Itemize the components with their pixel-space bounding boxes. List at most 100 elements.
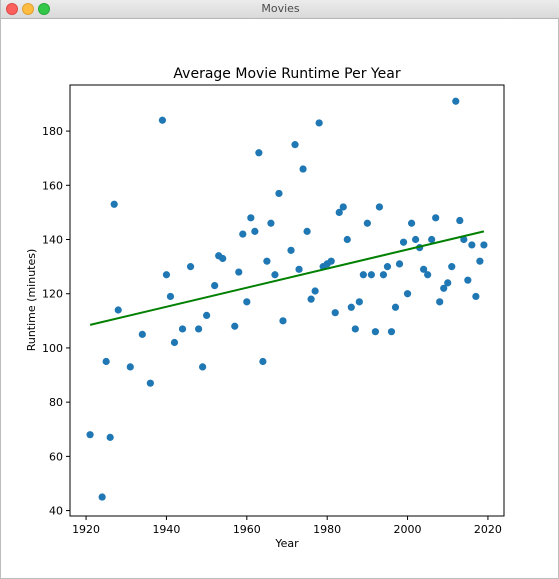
data-point: [126, 363, 134, 371]
data-point: [448, 263, 456, 271]
data-point: [186, 263, 195, 271]
data-point: [138, 330, 146, 338]
data-point: [367, 271, 375, 279]
data-point: [203, 311, 211, 320]
y-tick-label: 100: [42, 342, 63, 355]
y-tick-label: 120: [42, 288, 63, 301]
data-point: [106, 433, 114, 441]
window-title: Movies: [261, 2, 300, 15]
data-point: [211, 281, 219, 290]
maximize-window-button[interactable]: [38, 3, 50, 15]
data-point: [98, 493, 106, 501]
data-point: [287, 246, 295, 254]
data-point: [255, 149, 263, 157]
data-point: [476, 257, 484, 265]
data-point: [371, 328, 380, 336]
y-tick-label: 40: [49, 505, 63, 518]
x-tick-label: 1980: [313, 523, 341, 536]
data-point: [460, 235, 468, 244]
data-point: [271, 271, 279, 279]
data-point: [347, 303, 355, 311]
x-tick-label: 1920: [72, 523, 100, 536]
data-point: [327, 257, 335, 265]
close-window-button[interactable]: [6, 3, 18, 15]
minimize-window-button[interactable]: [22, 3, 34, 15]
data-point: [359, 271, 367, 279]
data-point: [420, 265, 428, 273]
y-tick-label: 180: [42, 125, 63, 138]
data-point: [331, 309, 339, 317]
data-point: [231, 322, 239, 330]
data-point: [424, 271, 432, 279]
data-point: [387, 328, 396, 336]
data-point: [375, 203, 384, 211]
x-axis-label: Year: [274, 537, 299, 550]
x-tick-label: 2020: [474, 523, 502, 536]
x-tick-label: 1940: [152, 523, 180, 536]
data-point: [311, 287, 319, 295]
data-point: [194, 325, 203, 333]
data-point: [315, 119, 323, 127]
data-point: [383, 263, 392, 271]
data-point: [391, 303, 400, 311]
data-point: [146, 379, 154, 387]
data-point: [295, 265, 303, 273]
data-point: [472, 292, 480, 301]
data-point: [219, 254, 227, 263]
data-point: [279, 317, 287, 325]
plot-area: [86, 97, 488, 501]
data-point: [291, 141, 299, 149]
data-point: [444, 279, 452, 287]
data-point: [239, 230, 247, 238]
data-point: [166, 292, 175, 301]
data-point: [307, 295, 315, 303]
data-point: [379, 271, 388, 279]
data-point: [355, 298, 363, 306]
data-point: [243, 298, 251, 306]
data-point: [247, 214, 255, 222]
y-axis-label: Runtime (minutes): [25, 249, 38, 352]
title-bar[interactable]: Movies: [1, 0, 559, 19]
data-point: [114, 306, 122, 314]
data-point: [363, 219, 371, 227]
data-point: [403, 290, 412, 298]
data-point: [199, 363, 207, 371]
data-point: [299, 165, 307, 173]
data-point: [436, 298, 444, 306]
data-point: [432, 214, 440, 222]
data-point: [251, 227, 259, 235]
data-point: [407, 219, 416, 227]
data-point: [456, 216, 464, 225]
data-point: [428, 235, 436, 244]
x-tick-label: 2000: [394, 523, 422, 536]
data-point: [440, 284, 448, 292]
data-point: [235, 268, 243, 276]
x-tick-label: 1960: [233, 523, 261, 536]
data-point: [335, 208, 343, 217]
data-point: [162, 271, 171, 279]
y-tick-label: 60: [49, 450, 63, 463]
data-point: [411, 235, 420, 244]
data-point: [170, 338, 179, 347]
trend-line: [89, 230, 485, 326]
data-point: [158, 116, 167, 124]
data-point: [178, 325, 187, 333]
data-point: [110, 200, 118, 208]
data-point: [452, 97, 460, 105]
chart-title: Average Movie Runtime Per Year: [173, 66, 400, 82]
data-point: [480, 241, 488, 249]
data-point: [86, 431, 94, 439]
data-point: [275, 189, 283, 198]
data-point: [351, 325, 359, 333]
y-tick-label: 140: [42, 234, 63, 247]
data-point: [464, 276, 472, 284]
y-tick-label: 80: [49, 396, 63, 409]
runtime-scatter-chart: Average Movie Runtime Per Year Year Runt…: [25, 66, 505, 550]
data-point: [303, 227, 311, 235]
data-point: [468, 241, 476, 249]
plot-frame: [69, 84, 505, 517]
data-point: [399, 238, 408, 246]
data-point: [259, 357, 267, 366]
data-point: [263, 257, 271, 265]
